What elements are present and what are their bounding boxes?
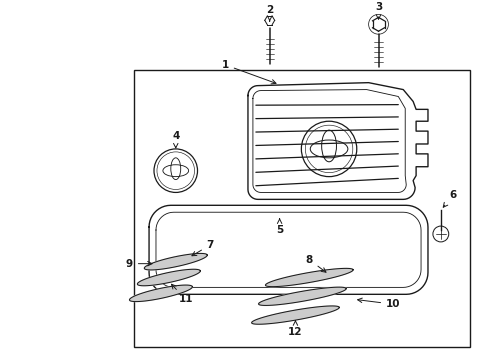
- Text: 5: 5: [275, 219, 283, 235]
- Text: 12: 12: [287, 321, 302, 337]
- Text: 10: 10: [357, 298, 400, 309]
- Text: 6: 6: [442, 190, 455, 207]
- Text: 7: 7: [192, 240, 214, 256]
- Polygon shape: [265, 268, 352, 287]
- Text: 4: 4: [172, 131, 179, 148]
- Text: 2: 2: [265, 5, 273, 21]
- Text: 3: 3: [374, 3, 381, 19]
- Polygon shape: [129, 285, 192, 302]
- Text: 8: 8: [305, 255, 325, 272]
- Text: 1: 1: [221, 60, 275, 84]
- Polygon shape: [258, 287, 346, 305]
- Polygon shape: [247, 83, 427, 199]
- Polygon shape: [251, 306, 339, 324]
- Polygon shape: [137, 269, 200, 286]
- Polygon shape: [149, 205, 427, 294]
- Polygon shape: [144, 253, 207, 270]
- Bar: [134, 70, 468, 347]
- Text: 11: 11: [171, 284, 192, 304]
- Text: 9: 9: [125, 258, 152, 269]
